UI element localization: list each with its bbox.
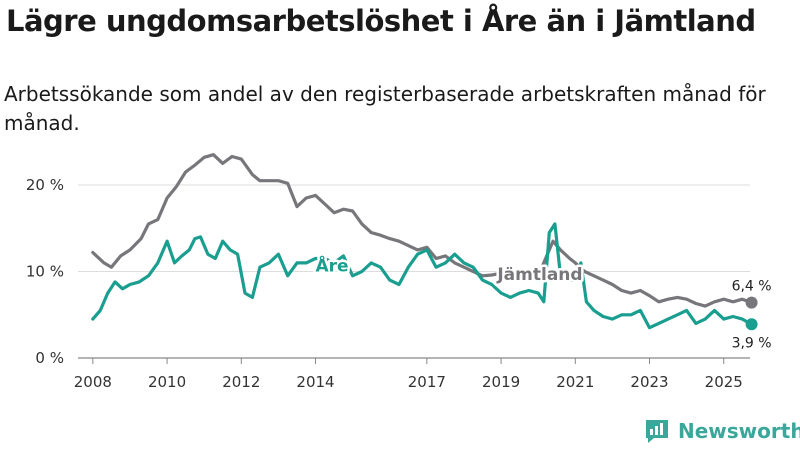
- y-tick-label: 0 %: [35, 349, 64, 367]
- series-line-jamtland: [91, 153, 754, 308]
- x-tick-label: 2014: [296, 373, 334, 391]
- series-label-halo: Jämtland: [496, 265, 582, 285]
- y-tick-label: 10 %: [26, 263, 64, 281]
- x-tick-label: 2023: [630, 373, 668, 391]
- grid-layer: [78, 184, 750, 359]
- series-end-marker-are: [745, 318, 758, 331]
- series-label-jamtland: Jämtland: [496, 265, 582, 285]
- series-line-are: [91, 222, 754, 330]
- series-end-marker-jamtland: [745, 296, 758, 309]
- end-value-label-are: 3,9 %: [732, 335, 772, 351]
- x-tick-label: 2017: [408, 373, 446, 391]
- x-tick-label: 2019: [482, 373, 520, 391]
- series-label-halo: Åre: [316, 254, 349, 277]
- series-label-are: Åre: [316, 254, 349, 277]
- chart-subtitle: Arbetssökande som andel av den registerb…: [4, 82, 766, 135]
- chart-title: Lägre ungdomsarbetslöshet i Åre än i Jäm…: [6, 4, 756, 38]
- end-value-label-jamtland: 6,4 %: [732, 279, 772, 295]
- newsworthy-logo-text: Newsworthy: [678, 419, 800, 443]
- x-tick-label: 2021: [556, 373, 594, 391]
- y-tick-label: 20 %: [26, 176, 64, 194]
- newsworthy-logo-icon: [646, 420, 668, 443]
- newsworthy-logo[interactable]: Newsworthy: [644, 418, 800, 444]
- x-tick-label: 2010: [148, 373, 186, 391]
- x-tick-label: 2008: [74, 373, 112, 391]
- x-tick-label: 2025: [705, 373, 743, 391]
- series-layer: [91, 153, 758, 331]
- axis-layer: 0 % 10 % 20 % 2008 2010 2012 2014 2017 2019 2021 2…: [26, 176, 743, 391]
- x-tick-label: 2012: [222, 373, 260, 391]
